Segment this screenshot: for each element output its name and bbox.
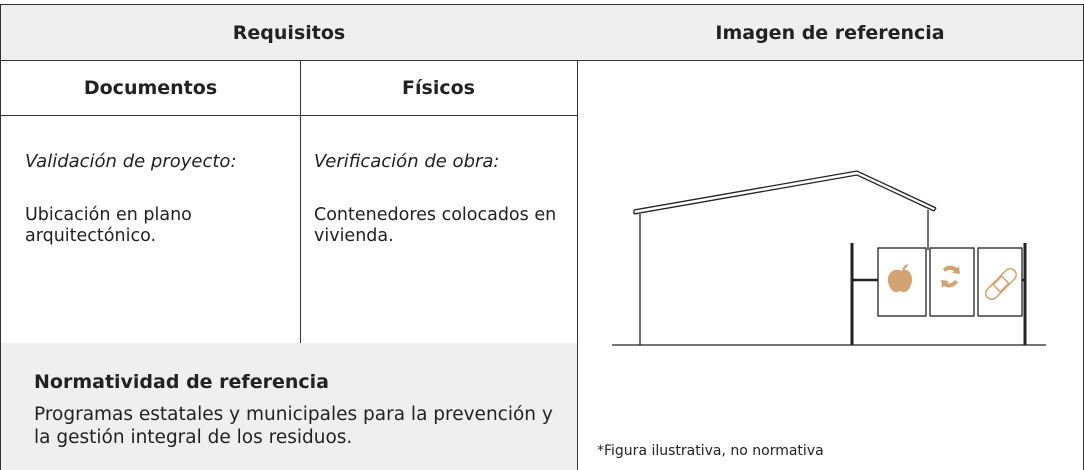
cell-fisicos: Verificación de obra: Contenedores coloc… bbox=[300, 115, 578, 344]
header-imagen: Imagen de referencia bbox=[577, 4, 1084, 61]
column-text: Ubicación en plano arquitectónico. bbox=[25, 205, 192, 246]
reference-title: Normatividad de referencia bbox=[34, 371, 329, 393]
subheader-fisicos: Físicos bbox=[300, 60, 578, 116]
cell-imagen: *Figura ilustrativa, no normativa bbox=[577, 60, 1084, 470]
header-requisitos: Requisitos bbox=[0, 4, 578, 61]
column-heading: Verificación de obra: bbox=[314, 151, 500, 172]
column-heading: Validación de proyecto: bbox=[25, 151, 237, 172]
cell-normatividad: Normatividad de referencia Programas est… bbox=[0, 343, 578, 470]
reference-text: Programas estatales y municipales para l… bbox=[34, 404, 553, 448]
subheader-documentos: Documentos bbox=[0, 60, 301, 116]
column-text: Contenedores colocados en vivienda. bbox=[314, 205, 557, 246]
cell-documentos: Validación de proyecto: Ubicación en pla… bbox=[0, 115, 301, 344]
caption: *Figura ilustrativa, no normativa bbox=[597, 443, 824, 459]
